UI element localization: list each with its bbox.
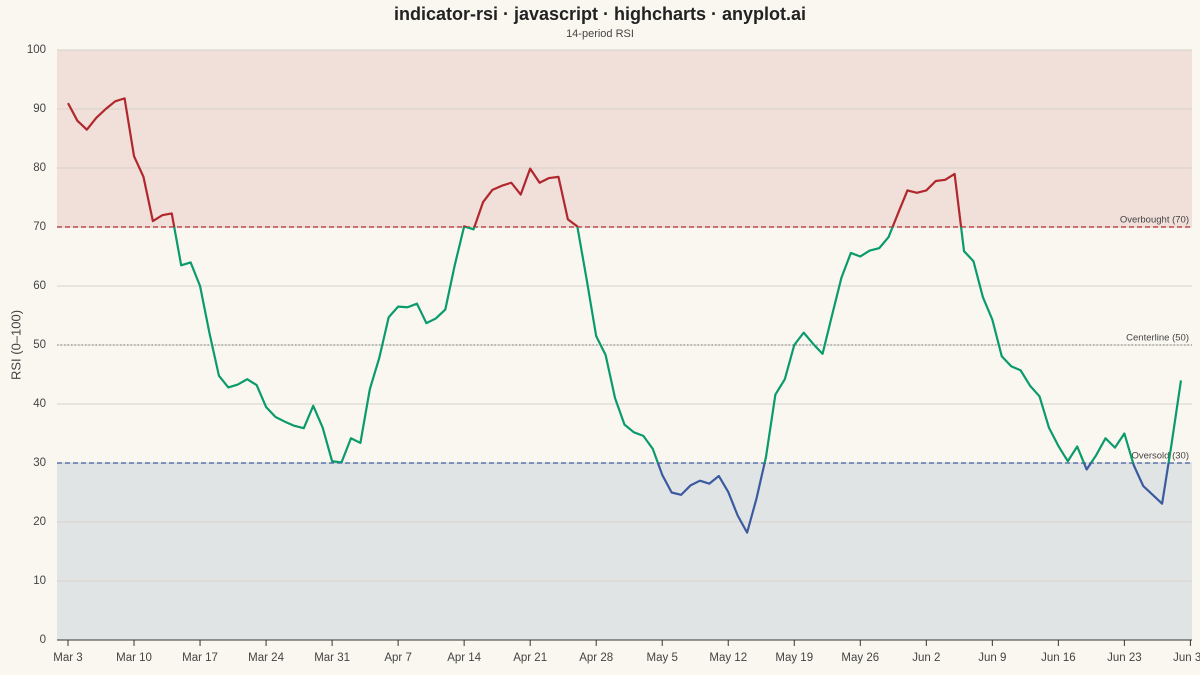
y-tick-label: 0 (40, 634, 46, 646)
x-tick-label: Jun 16 (1041, 652, 1076, 664)
x-tick-label: Mar 31 (314, 652, 350, 664)
x-tick-label: Jun 9 (978, 652, 1006, 664)
reference-label: Oversold (30) (1131, 451, 1189, 462)
y-tick-label: 60 (33, 280, 46, 292)
x-tick-label: Apr 7 (384, 652, 412, 664)
x-tick-label: Jun 30 (1173, 652, 1200, 664)
rsi-line (173, 227, 1183, 463)
y-axis-label: RSI (0–100) (8, 310, 23, 380)
x-tick-label: Apr 14 (447, 652, 481, 664)
y-tick-label: 70 (33, 221, 46, 233)
x-tick-label: May 5 (647, 652, 678, 664)
y-tick-label: 90 (33, 103, 46, 115)
y-tick-label: 80 (33, 162, 46, 174)
y-tick-label: 50 (33, 339, 46, 351)
chart-title: indicator-rsi · javascript · highcharts … (394, 4, 806, 24)
y-tick-label: 20 (33, 516, 46, 528)
y-tick-label: 40 (33, 398, 46, 410)
x-tick-label: Apr 21 (513, 652, 547, 664)
oversold-band (57, 463, 1192, 640)
y-tick-label: 30 (33, 457, 46, 469)
x-tick-label: Mar 10 (116, 652, 152, 664)
x-tick-label: Jun 2 (912, 652, 940, 664)
x-tick-label: Mar 24 (248, 652, 284, 664)
x-tick-label: Apr 28 (579, 652, 613, 664)
x-tick-label: May 19 (775, 652, 813, 664)
reference-label: Centerline (50) (1126, 333, 1189, 344)
y-tick-label: 10 (33, 575, 46, 587)
x-tick-label: May 26 (841, 652, 879, 664)
chart-subtitle: 14-period RSI (566, 28, 634, 40)
x-tick-label: May 12 (709, 652, 747, 664)
x-tick-label: Jun 23 (1107, 652, 1142, 664)
y-tick-label: 100 (27, 44, 46, 56)
x-tick-label: Mar 3 (53, 652, 82, 664)
x-tick-label: Mar 17 (182, 652, 218, 664)
reference-label: Overbought (70) (1120, 215, 1189, 226)
overbought-band (57, 50, 1192, 227)
